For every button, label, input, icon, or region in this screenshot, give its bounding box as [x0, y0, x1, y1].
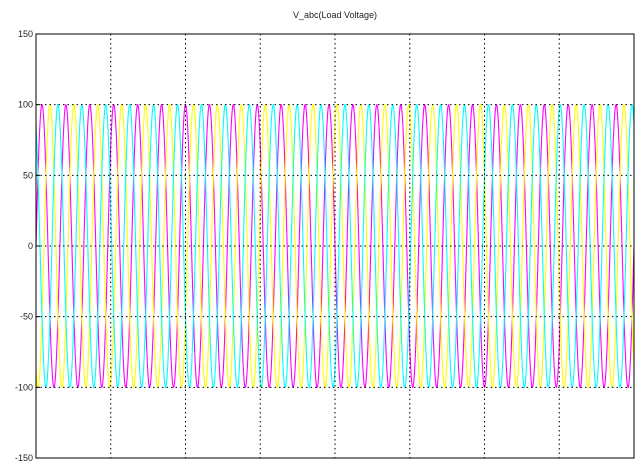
y-axis-ticks: -150 -100 -50 0 50 100 150	[15, 29, 40, 463]
y-tick-label: -50	[20, 312, 33, 322]
axes-frame	[35, 33, 635, 459]
y-tick-label: 100	[18, 100, 33, 110]
y-tick-label: -100	[15, 382, 33, 392]
y-tick-label: -150	[15, 453, 33, 463]
y-tick-label: 50	[23, 170, 33, 180]
y-tick-label: 0	[28, 241, 33, 251]
grid-layer	[36, 34, 634, 458]
chart-title: V_abc(Load Voltage)	[293, 10, 377, 20]
series-line-2	[35, 103, 635, 389]
y-tick-label: 150	[18, 29, 33, 39]
plot-frame	[35, 33, 635, 459]
